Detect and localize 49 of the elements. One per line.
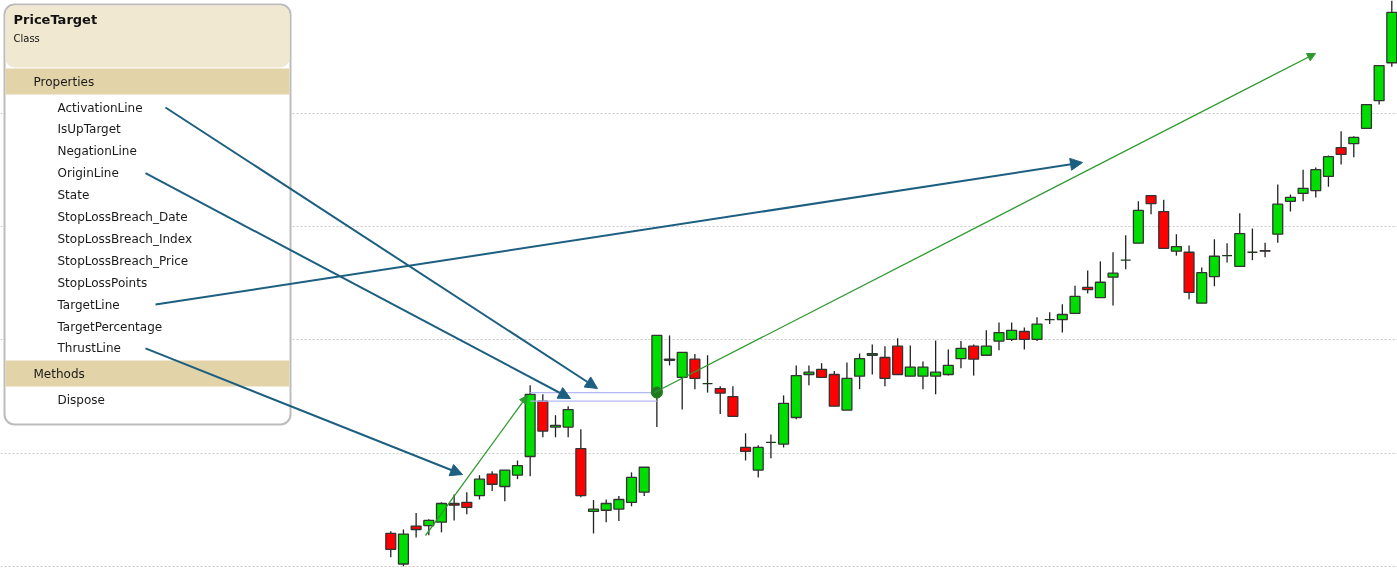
candlestick <box>942 348 954 377</box>
text: Class <box>13 33 40 44</box>
candlestick <box>714 385 726 415</box>
text: Properties <box>33 74 95 89</box>
candlestick <box>739 432 752 462</box>
candlestick <box>1170 233 1182 257</box>
candlestick <box>410 512 422 539</box>
text: ThrustLine <box>56 341 121 356</box>
candlestick <box>549 414 562 438</box>
candlestick <box>562 405 574 438</box>
candlestick <box>1335 130 1347 166</box>
candlestick <box>1107 251 1119 307</box>
candlestick <box>1360 103 1373 130</box>
text: StopLossBreach_Index <box>57 231 192 246</box>
candlestick <box>752 444 764 479</box>
candlestick <box>587 499 600 535</box>
text: TargetLine <box>56 297 120 312</box>
candlestick <box>473 474 486 501</box>
candlestick <box>980 329 992 356</box>
candlestick <box>1094 260 1106 299</box>
candlestick <box>1069 285 1081 315</box>
candlestick <box>765 433 777 459</box>
candlestick <box>1259 242 1271 259</box>
candlestick <box>1348 135 1360 158</box>
text: StopLossBreach_Date <box>57 210 188 224</box>
text: StopLossBreach_Price <box>57 253 189 268</box>
candlestick <box>727 385 739 417</box>
candlestick <box>1208 238 1220 287</box>
candlestick <box>385 530 397 558</box>
text: PriceTarget <box>13 12 98 27</box>
text: StopLossPoints <box>57 275 148 290</box>
text: Dispose <box>57 392 105 407</box>
text: State <box>57 188 90 203</box>
candlestick <box>1056 303 1068 334</box>
candlestick <box>1145 195 1157 216</box>
candlestick <box>1246 227 1259 261</box>
text: OriginLine <box>57 166 119 181</box>
text: IsUpTarget <box>57 122 122 137</box>
candlestick <box>854 352 866 390</box>
candlestick <box>701 354 714 394</box>
candlestick <box>1322 154 1335 188</box>
text: ActivationLine <box>57 100 143 115</box>
candlestick <box>511 459 524 480</box>
candlestick <box>1120 234 1132 270</box>
text: TargetPercentage <box>56 319 163 334</box>
text: Methods <box>33 366 85 381</box>
candlestick <box>1221 242 1233 264</box>
text: NegationLine <box>57 144 137 159</box>
candlestick <box>866 343 878 376</box>
